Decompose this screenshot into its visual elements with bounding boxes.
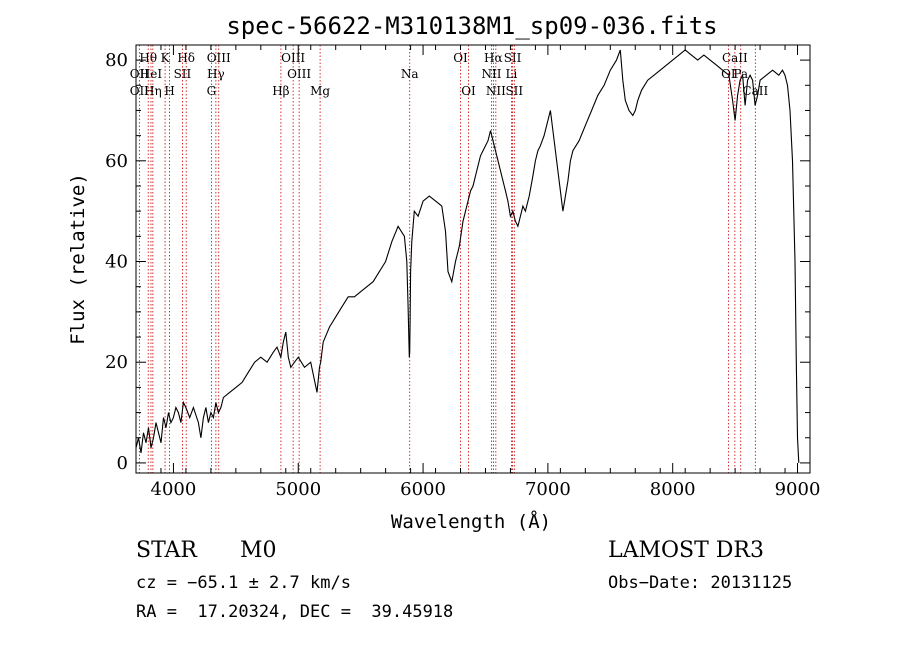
object-subclass: M0 xyxy=(240,538,277,563)
line-marker-label: NII xyxy=(486,84,506,98)
line-marker-label: CaII xyxy=(722,51,748,65)
line-marker-label: Hγ xyxy=(207,67,225,81)
x-tick-label: 7000 xyxy=(525,479,571,500)
y-tick-label: 40 xyxy=(105,252,128,273)
line-marker-label: SII xyxy=(505,84,523,98)
line-marker-label: Hβ xyxy=(272,84,289,98)
object-class: STAR xyxy=(136,538,197,563)
x-tick-label: 5000 xyxy=(275,479,321,500)
axis-ticks: 4000 5000 6000 7000 8000 9000 0 20 40 60 80 xyxy=(105,45,820,500)
line-marker-label: OIII xyxy=(207,51,231,65)
line-marker-label: Mg xyxy=(310,84,330,98)
line-marker-label: G xyxy=(207,84,217,98)
line-marker-label: OII xyxy=(130,84,150,98)
sky-coordinates: RA = 17.20324, DEC = 39.45918 xyxy=(136,602,454,622)
line-marker-label: Li xyxy=(506,67,518,81)
line-marker-label: CaII xyxy=(742,84,768,98)
y-tick-label: 80 xyxy=(105,50,128,71)
line-marker-label: OIII xyxy=(287,67,311,81)
line-marker-label: OI xyxy=(461,84,476,98)
line-marker-label: OI xyxy=(453,51,468,65)
line-marker-label: H xyxy=(164,84,174,98)
y-tick-label: 0 xyxy=(117,453,128,474)
y-axis-label: Flux (relative) xyxy=(67,173,89,345)
y-tick-label: 20 xyxy=(105,352,128,373)
flux-series-line xyxy=(135,49,800,463)
line-marker-label: Pa xyxy=(733,67,748,81)
x-tick-label: 9000 xyxy=(775,479,821,500)
chart-title: spec-56622-M310138M1_sp09-036.fits xyxy=(226,12,717,40)
line-marker-label: OIII xyxy=(281,51,305,65)
line-marker-label: Hα xyxy=(484,51,503,65)
survey-name: LAMOST DR3 xyxy=(608,538,764,563)
line-marker-label: OI xyxy=(721,67,736,81)
x-tick-label: 4000 xyxy=(151,479,197,500)
line-marker-label: OII xyxy=(130,67,150,81)
line-marker-label: Hδ xyxy=(177,51,195,65)
x-tick-label: 8000 xyxy=(650,479,696,500)
line-marker-label: Na xyxy=(401,67,419,81)
line-marker-label: SII xyxy=(504,51,522,65)
x-axis-label: Wavelength (Å) xyxy=(391,510,551,533)
line-marker-label: Hη xyxy=(144,84,162,98)
emission-line-markers xyxy=(138,45,756,473)
observation-date: Obs−Date: 20131125 xyxy=(608,573,793,593)
line-marker-label: SII xyxy=(174,67,192,81)
line-marker-label: K xyxy=(161,51,171,65)
line-marker-label: NII xyxy=(481,67,501,81)
x-tick-label: 6000 xyxy=(400,479,446,500)
plot-frame xyxy=(135,44,811,474)
line-marker-label: HeI xyxy=(140,67,163,81)
y-tick-label: 60 xyxy=(105,151,128,172)
redshift-velocity: cz = −65.1 ± 2.7 km/s xyxy=(136,573,351,593)
line-marker-label: Hθ xyxy=(139,51,157,65)
